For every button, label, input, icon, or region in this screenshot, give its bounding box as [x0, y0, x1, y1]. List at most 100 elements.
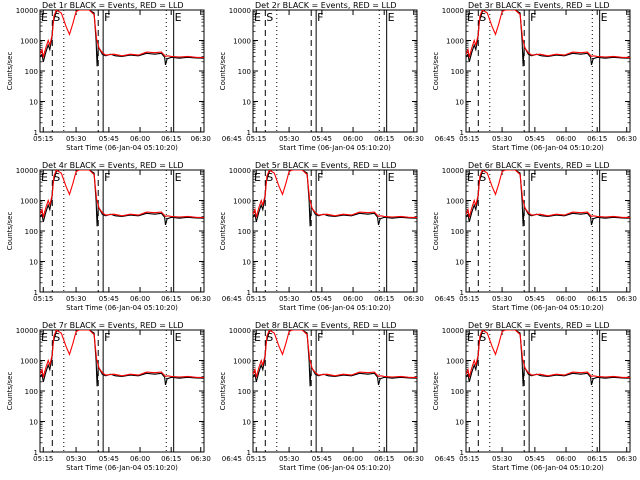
x-axis-label: Start Time (06-Jan-04 05:10:20): [492, 304, 604, 312]
event-marker-label: S: [53, 331, 60, 344]
x-tick-label: 06:15: [161, 135, 181, 143]
chart-title: Det 2r BLACK = Events, RED = LLD: [255, 1, 397, 10]
series-line-lld: [466, 330, 630, 379]
y-tick-label: 100: [451, 388, 464, 396]
x-tick-label: 06:30: [617, 135, 637, 143]
event-marker-label: S: [53, 11, 60, 24]
y-axis-label: Counts/sec: [219, 372, 227, 411]
y-tick-label: 10000: [229, 7, 251, 15]
x-tick-label: 06:45: [222, 455, 242, 463]
x-axis-label: Start Time (06-Jan-04 05:10:20): [66, 144, 178, 152]
x-axis-label: Start Time (06-Jan-04 05:10:20): [66, 464, 178, 472]
y-tick-label: 1: [34, 289, 38, 297]
x-tick-label: 05:15: [33, 295, 53, 303]
y-axis-label: Counts/sec: [432, 52, 440, 91]
x-tick-label: 05:45: [312, 295, 332, 303]
y-tick-label: 10000: [229, 327, 251, 335]
event-marker-label: E: [41, 331, 48, 344]
x-tick-label: 06:00: [556, 455, 576, 463]
y-tick-label: 10: [29, 99, 38, 107]
event-marker-label: F: [317, 331, 323, 344]
chart-title: Det 3r BLACK = Events, RED = LLD: [468, 1, 610, 10]
y-axis-label: Counts/sec: [432, 212, 440, 251]
chart-panel-1: Det 1r BLACK = Events, RED = LLD Counts/s…: [6, 1, 242, 152]
event-marker-label: E: [254, 11, 261, 24]
x-axis-label: Start Time (06-Jan-04 05:10:20): [279, 464, 391, 472]
x-tick-label: 05:15: [246, 295, 266, 303]
x-tick-label: 06:00: [130, 295, 150, 303]
series-line-lld: [466, 170, 630, 219]
x-axis-label: Start Time (06-Jan-04 05:10:20): [279, 304, 391, 312]
chart-panel-9: Det 9r BLACK = Events, RED = LLD Counts/s…: [432, 321, 637, 472]
x-tick-label: 05:45: [312, 455, 332, 463]
x-tick-label: 05:30: [492, 295, 512, 303]
y-tick-label: 10: [455, 259, 464, 267]
chart-title: Det 8r BLACK = Events, RED = LLD: [255, 321, 397, 330]
plot-frame: [39, 329, 205, 453]
event-marker-label: E: [601, 11, 608, 24]
series-line-events: [466, 170, 630, 227]
y-tick-label: 10: [242, 419, 251, 427]
x-tick-label: 05:15: [246, 455, 266, 463]
event-marker-label: E: [175, 171, 182, 184]
x-tick-label: 05:45: [312, 135, 332, 143]
x-tick-label: 05:45: [525, 135, 545, 143]
x-tick-label: 05:30: [492, 135, 512, 143]
y-axis-label: Counts/sec: [6, 52, 14, 91]
plot-frame: [252, 9, 418, 133]
x-tick-label: 06:45: [435, 455, 455, 463]
y-tick-label: 10000: [16, 327, 38, 335]
x-tick-label: 06:45: [435, 295, 455, 303]
x-tick-label: 06:00: [130, 455, 150, 463]
y-tick-label: 100: [451, 68, 464, 76]
series-line-events: [40, 10, 204, 67]
y-tick-label: 1000: [20, 198, 38, 206]
y-tick-label: 10: [242, 259, 251, 267]
y-tick-label: 1: [247, 289, 251, 297]
x-tick-label: 06:15: [587, 455, 607, 463]
x-tick-label: 05:45: [99, 135, 119, 143]
event-marker-label: E: [41, 11, 48, 24]
y-tick-label: 1000: [446, 358, 464, 366]
event-marker-label: F: [104, 331, 110, 344]
x-tick-label: 05:30: [279, 455, 299, 463]
chart-title: Det 5r BLACK = Events, RED = LLD: [255, 161, 397, 170]
y-tick-label: 100: [25, 68, 38, 76]
event-marker-label: F: [104, 11, 110, 24]
x-tick-label: 06:30: [191, 135, 211, 143]
x-tick-label: 06:15: [374, 135, 394, 143]
x-tick-label: 06:00: [556, 295, 576, 303]
y-tick-label: 10: [242, 99, 251, 107]
y-tick-label: 100: [25, 388, 38, 396]
x-axis-label: Start Time (06-Jan-04 05:10:20): [492, 464, 604, 472]
series-line-events: [40, 170, 204, 227]
y-tick-label: 10000: [16, 7, 38, 15]
y-axis-label: Counts/sec: [6, 372, 14, 411]
series-line-events: [40, 330, 204, 387]
x-tick-label: 05:30: [66, 135, 86, 143]
x-tick-label: 05:30: [66, 295, 86, 303]
series-line-lld: [466, 10, 630, 59]
y-tick-label: 1000: [20, 38, 38, 46]
x-tick-label: 06:30: [617, 295, 637, 303]
y-tick-label: 1: [247, 129, 251, 137]
y-tick-label: 100: [25, 228, 38, 236]
event-marker-label: S: [266, 11, 273, 24]
x-tick-label: 06:00: [343, 135, 363, 143]
x-tick-label: 05:45: [99, 295, 119, 303]
plot-frame: [39, 9, 205, 133]
y-tick-label: 10: [455, 99, 464, 107]
y-tick-label: 1: [460, 449, 464, 457]
event-marker-label: F: [530, 171, 536, 184]
x-tick-label: 06:00: [130, 135, 150, 143]
x-tick-label: 06:15: [587, 295, 607, 303]
x-tick-label: 06:30: [404, 455, 424, 463]
x-tick-label: 06:30: [191, 295, 211, 303]
x-tick-label: 06:30: [404, 135, 424, 143]
x-tick-label: 05:15: [459, 135, 479, 143]
series-line-events: [253, 330, 417, 387]
chart-panel-5: Det 5r BLACK = Events, RED = LLD Counts/s…: [219, 161, 455, 312]
x-tick-label: 06:15: [374, 295, 394, 303]
chart-title: Det 6r BLACK = Events, RED = LLD: [468, 161, 610, 170]
